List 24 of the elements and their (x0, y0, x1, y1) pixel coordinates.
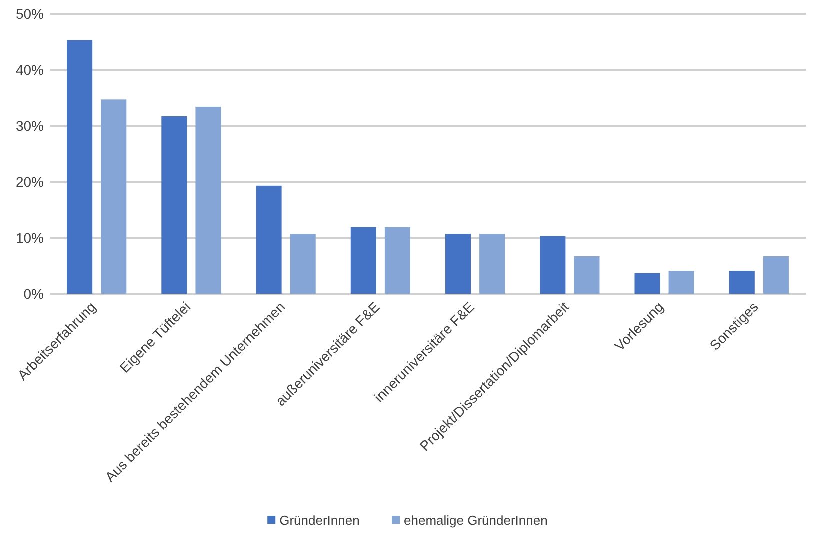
bar (162, 116, 188, 294)
y-tick-label: 10% (16, 230, 44, 246)
y-tick-label: 40% (16, 62, 44, 78)
bar (290, 234, 316, 294)
y-tick-label: 30% (16, 118, 44, 134)
bar (350, 227, 376, 294)
bar (384, 227, 410, 294)
bar (101, 100, 127, 294)
y-tick-label: 20% (16, 174, 44, 190)
bar (763, 256, 789, 294)
legend-label: ehemalige GründerInnen (404, 513, 548, 528)
bar (446, 234, 472, 294)
bar (480, 234, 506, 294)
legend-label: GründerInnen (280, 513, 360, 528)
bar (196, 106, 222, 294)
bar (729, 271, 755, 294)
bar (540, 236, 566, 294)
y-tick-label: 0% (24, 286, 44, 302)
bar (634, 273, 660, 294)
bar (668, 271, 694, 294)
y-tick-label: 50% (16, 6, 44, 22)
bar (256, 186, 282, 294)
bar (67, 40, 93, 294)
bar (574, 256, 600, 294)
